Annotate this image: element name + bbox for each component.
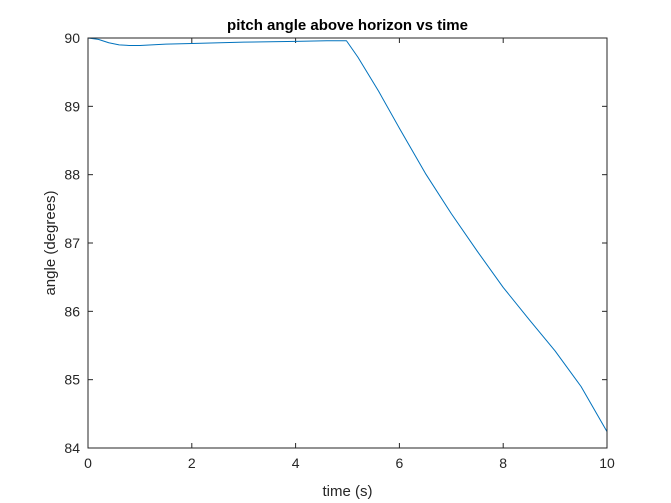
x-tick-label: 6 [396, 455, 404, 471]
x-tick-label: 2 [188, 455, 196, 471]
x-tick-label: 4 [292, 455, 300, 471]
x-tick-label: 8 [499, 455, 507, 471]
pitch-angle-line [87, 37, 608, 432]
ticks-layer: 0 2 4 6 8 10 84 85 86 87 88 89 90 [64, 30, 615, 471]
x-tick-label: 0 [84, 455, 92, 471]
y-tick-label: 85 [64, 372, 80, 388]
series-layer [87, 37, 608, 432]
y-tick-label: 86 [64, 303, 80, 319]
y-tick-label: 90 [64, 30, 80, 46]
y-axis-label: angle (degrees) [42, 190, 59, 295]
axes-box [87, 37, 608, 449]
x-axis-label: time (s) [323, 483, 373, 500]
y-tick-label: 88 [64, 167, 80, 183]
y-tick-label: 87 [64, 235, 80, 251]
chart-title: pitch angle above horizon vs time [227, 17, 468, 34]
y-tick-label: 84 [64, 440, 80, 456]
y-tick-label: 89 [64, 98, 80, 114]
axes-background [88, 38, 607, 448]
x-tick-label: 10 [599, 455, 615, 471]
